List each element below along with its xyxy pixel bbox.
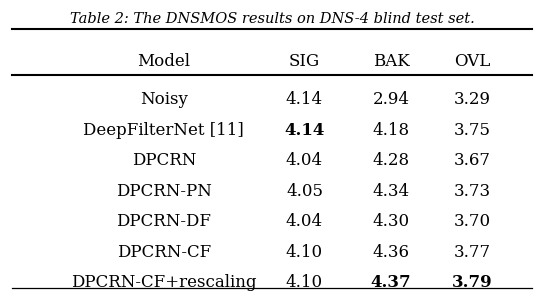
- Text: 3.29: 3.29: [454, 91, 491, 108]
- Text: 4.04: 4.04: [286, 213, 323, 230]
- Text: OVL: OVL: [454, 53, 490, 70]
- Text: 4.37: 4.37: [371, 274, 411, 291]
- Text: DPCRN-DF: DPCRN-DF: [116, 213, 211, 230]
- Text: 2.94: 2.94: [373, 91, 410, 108]
- Text: SIG: SIG: [289, 53, 320, 70]
- Text: 3.67: 3.67: [454, 152, 491, 169]
- Text: 4.28: 4.28: [373, 152, 410, 169]
- Text: 4.04: 4.04: [286, 152, 323, 169]
- Text: BAK: BAK: [373, 53, 410, 70]
- Text: Noisy: Noisy: [140, 91, 188, 108]
- Text: 3.79: 3.79: [452, 274, 492, 291]
- Text: 4.10: 4.10: [286, 274, 323, 291]
- Text: DeepFilterNet [11]: DeepFilterNet [11]: [83, 122, 244, 139]
- Text: Model: Model: [137, 53, 190, 70]
- Text: 3.77: 3.77: [454, 244, 491, 260]
- Text: DPCRN: DPCRN: [132, 152, 196, 169]
- Text: 4.10: 4.10: [286, 244, 323, 260]
- Text: 3.70: 3.70: [454, 213, 491, 230]
- Text: DPCRN-PN: DPCRN-PN: [116, 183, 212, 200]
- Text: 4.18: 4.18: [373, 122, 410, 139]
- Text: DPCRN-CF: DPCRN-CF: [116, 244, 211, 260]
- Text: 4.05: 4.05: [286, 183, 323, 200]
- Text: 3.73: 3.73: [454, 183, 491, 200]
- Text: 4.36: 4.36: [373, 244, 410, 260]
- Text: 4.34: 4.34: [373, 183, 410, 200]
- Text: 4.14: 4.14: [286, 91, 323, 108]
- Text: Table 2: The DNSMOS results on DNS-4 blind test set.: Table 2: The DNSMOS results on DNS-4 bli…: [70, 12, 474, 26]
- Text: 3.75: 3.75: [454, 122, 491, 139]
- Text: 4.14: 4.14: [285, 122, 325, 139]
- Text: DPCRN-CF+rescaling: DPCRN-CF+rescaling: [71, 274, 257, 291]
- Text: 4.30: 4.30: [373, 213, 410, 230]
